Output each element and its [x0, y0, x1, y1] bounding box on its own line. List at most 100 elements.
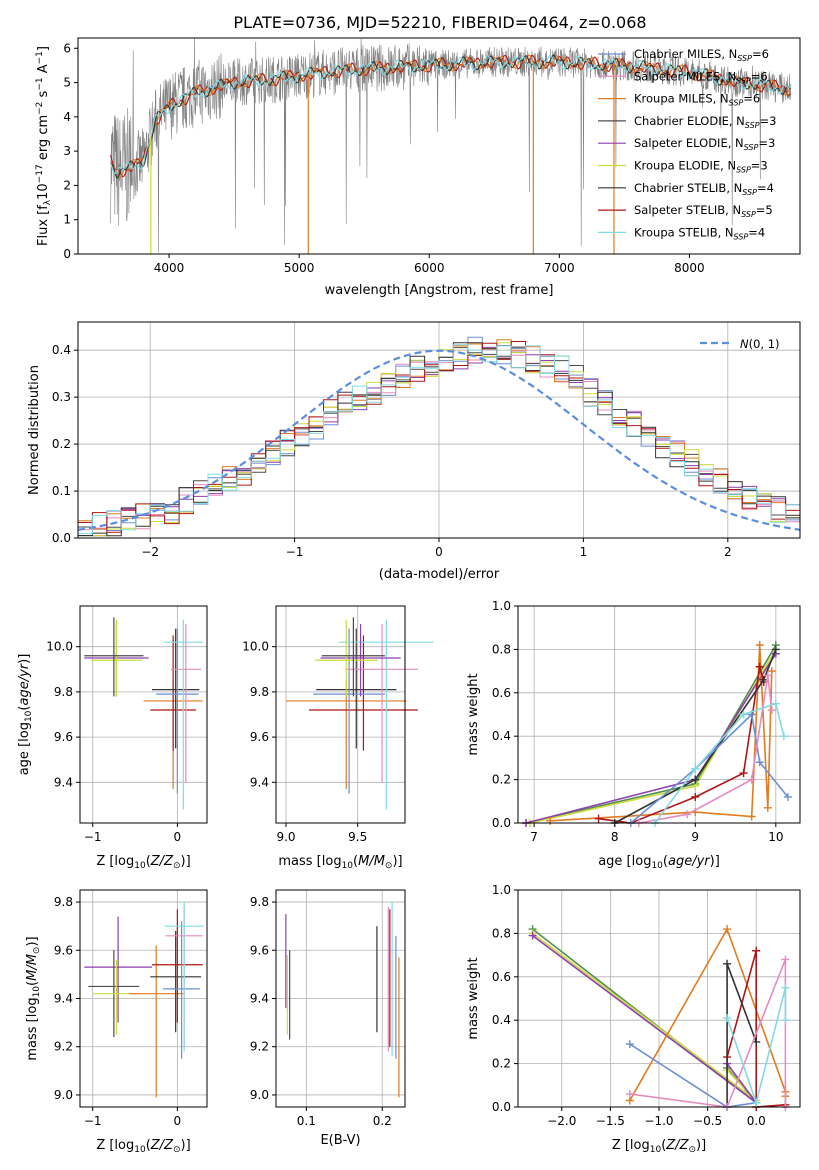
normal-curve: [77, 349, 801, 531]
x-tick-label: 0.1: [297, 1114, 316, 1128]
x-tick-label: −1: [84, 830, 102, 844]
weight-marker: [783, 792, 792, 801]
y-tick-label: 9.6: [54, 730, 73, 744]
y-tick-label: 0.2: [52, 437, 71, 451]
x-tick-label: 6000: [414, 261, 445, 275]
weight-marker: [755, 641, 764, 650]
weight-marker: [723, 925, 732, 934]
weight-marker: [723, 959, 732, 968]
weight-marker: [739, 769, 748, 778]
x-tick-label: 9.0: [276, 830, 295, 844]
weight-series: [532, 934, 757, 1104]
weight-Z-frame: [517, 889, 801, 1108]
y-tick-label: 1: [63, 213, 71, 227]
y-axis-label: Flux [fλ10−17 erg cm−2 s−1 A−1]: [35, 46, 53, 246]
weight-Z-axes: [514, 889, 800, 1111]
x-axis-label: E(B-V): [320, 1133, 360, 1148]
y-axis-label: age [log10(age/yr)]: [17, 654, 34, 776]
y-tick-label: 9.4: [250, 992, 269, 1006]
y-tick-label: 0.4: [492, 1013, 511, 1027]
x-tick-label: 8: [611, 830, 619, 844]
legend-entry: Salpeter ELODIE, NSSP=3: [634, 136, 775, 152]
spectrum-frame: [77, 37, 801, 255]
mass-EBV-frame: [275, 889, 406, 1108]
weight-marker: [625, 1040, 634, 1049]
x-tick-label: −1.5: [596, 1114, 625, 1128]
figure-title: PLATE=0736, MJD=52210, FIBERID=0464, z=0…: [233, 13, 646, 32]
legend-entry: Chabrier STELIB, NSSP=4: [634, 181, 774, 197]
weight-series: [629, 1043, 757, 1108]
legend-entry: Kroupa STELIB, NSSP=4: [634, 225, 765, 241]
x-axis-label: mass [log10(M/M⊙)]: [278, 854, 402, 871]
weight-marker: [771, 699, 780, 708]
x-tick-label: 2: [724, 545, 732, 559]
weight-marker: [752, 946, 761, 955]
x-tick-label: −1: [286, 545, 304, 559]
x-axis-label: age [log10(age/yr)]: [598, 854, 720, 871]
weight-marker: [781, 983, 790, 992]
x-tick-label: −2: [141, 545, 159, 559]
weight-marker: [594, 814, 603, 823]
y-axis-label: mass weight: [466, 957, 481, 1039]
y-tick-label: 10.0: [46, 640, 73, 654]
model-spectrum: [110, 54, 791, 179]
x-axis-label: Z [log10(Z/Z⊙)]: [612, 1138, 706, 1155]
x-tick-label: 7000: [544, 261, 575, 275]
weight-marker: [755, 758, 764, 767]
x-tick-label: 9: [691, 830, 699, 844]
weight-marker: [683, 810, 692, 819]
weight-series: [598, 666, 765, 824]
legend-entry: Kroupa ELODIE, NSSP=3: [634, 159, 768, 175]
x-tick-label: 0: [174, 830, 182, 844]
legend-entry: Salpeter MILES, NSSP=6: [634, 69, 768, 85]
y-tick-label: 9.0: [54, 1088, 73, 1102]
age-Z-frame: [79, 605, 208, 824]
weight-marker: [528, 931, 537, 940]
y-tick-label: 9.2: [250, 1040, 269, 1054]
y-tick-label: 0.0: [492, 816, 511, 830]
y-tick-label: 1.0: [492, 883, 511, 897]
mass-Z-frame: [79, 889, 208, 1108]
weight-marker: [752, 1098, 761, 1107]
y-tick-label: 3: [63, 144, 71, 158]
y-tick-label: 9.8: [250, 685, 269, 699]
weight-marker: [781, 955, 790, 964]
weight-marker: [691, 764, 700, 773]
y-tick-label: 9.4: [54, 992, 73, 1006]
mass-EBV-axes: [272, 890, 405, 1111]
weight-marker: [779, 732, 788, 741]
y-tick-label: 0.6: [492, 686, 511, 700]
age-Z-axes: [76, 606, 207, 827]
y-tick-label: 9.6: [54, 943, 73, 957]
y-tick-label: 0.6: [492, 970, 511, 984]
y-tick-label: 0.8: [492, 926, 511, 940]
weight-marker: [781, 1016, 790, 1025]
x-tick-label: −1: [84, 1114, 102, 1128]
y-tick-label: 9.8: [250, 895, 269, 909]
residuals-frame: [77, 321, 801, 539]
x-tick-label: 10: [768, 830, 783, 844]
spectrum-axes: [74, 47, 690, 258]
y-tick-label: 6: [63, 41, 71, 55]
weight-marker: [691, 792, 700, 801]
x-tick-label: 4000: [154, 261, 185, 275]
x-tick-label: 9.5: [348, 830, 367, 844]
y-tick-label: 0.4: [52, 343, 71, 357]
legend-entry: Chabrier MILES, NSSP=6: [634, 47, 769, 63]
x-tick-label: 0.2: [373, 1114, 392, 1128]
age-mass-axes: [272, 606, 405, 827]
x-tick-label: −0.5: [693, 1114, 722, 1128]
y-tick-label: 2: [63, 178, 71, 192]
y-axis-label: mass [log10(M/M⊙)]: [25, 936, 42, 1060]
y-tick-label: 0.4: [492, 729, 511, 743]
model-spectrum: [109, 54, 791, 179]
y-tick-label: 10.0: [242, 640, 269, 654]
x-tick-label: 5000: [284, 261, 315, 275]
y-tick-label: 9.8: [54, 895, 73, 909]
weight-marker: [763, 803, 772, 812]
weight-marker: [763, 671, 772, 680]
y-tick-label: 1.0: [492, 599, 511, 613]
y-tick-label: 0.2: [492, 1057, 511, 1071]
y-tick-label: 9.4: [250, 775, 269, 789]
